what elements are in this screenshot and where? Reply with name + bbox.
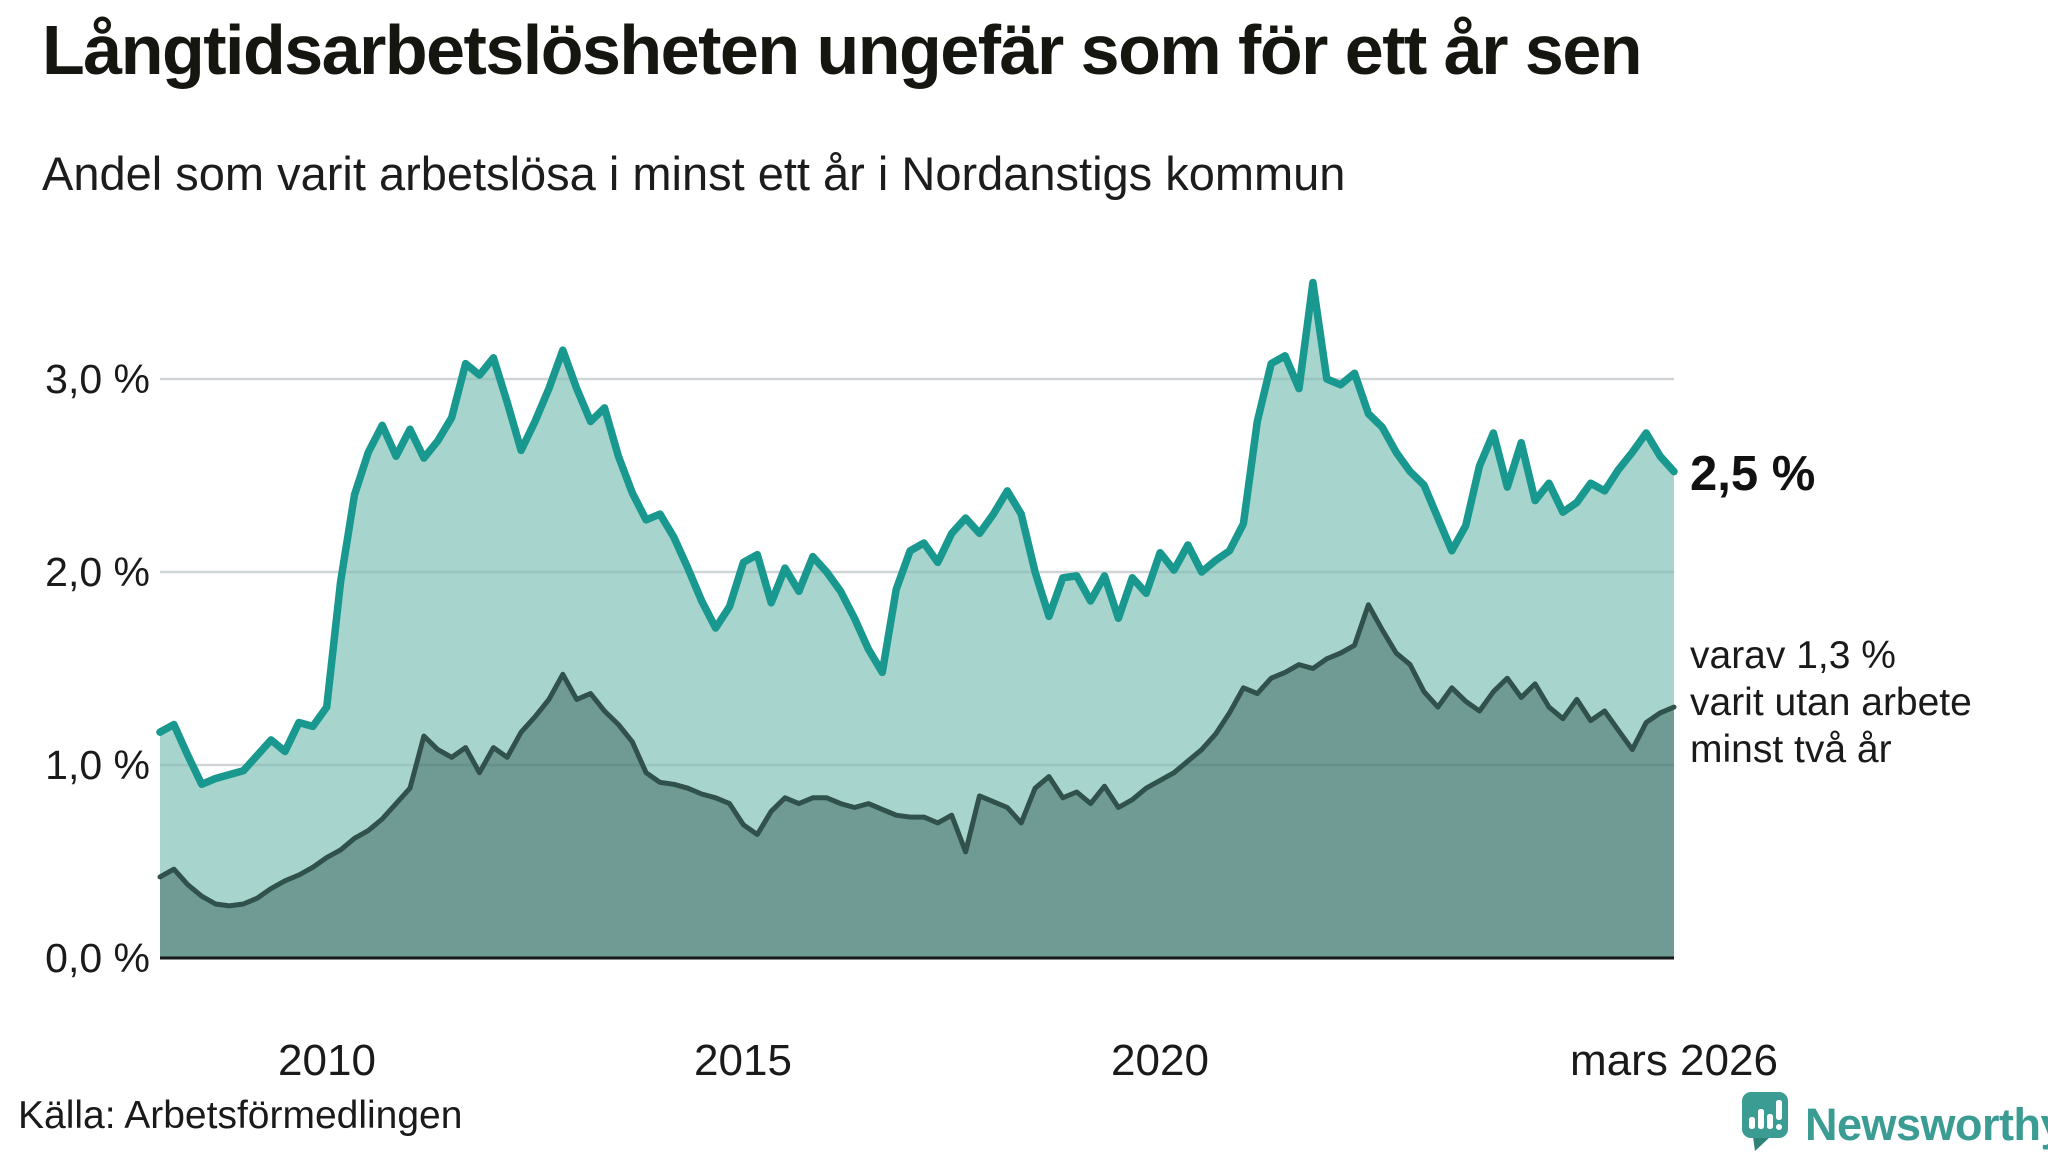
y-tick-1: 1,0 % bbox=[45, 742, 150, 788]
y-tick-3: 3,0 % bbox=[45, 356, 150, 402]
y-tick-2: 2,0 % bbox=[45, 549, 150, 595]
line-minst-tva-ar bbox=[157, 602, 1677, 909]
source-note: Källa: Arbetsförmedlingen bbox=[18, 1094, 463, 1137]
two-year-annotation-line-2: varit utan arbete bbox=[1690, 681, 1972, 725]
two-year-annotation: varav 1,3 % varit utan arbete minst två … bbox=[1690, 632, 1972, 773]
y-tick-0: 0,0 % bbox=[45, 935, 150, 981]
newsworthy-logo-text: Newsworthy bbox=[1805, 1099, 2048, 1150]
page-subtitle: Andel som varit arbetslösa i minst ett å… bbox=[42, 147, 1346, 200]
x-tick-2010: 2010 bbox=[278, 1036, 376, 1085]
two-year-annotation-line-3: minst två år bbox=[1690, 728, 1892, 772]
x-tick-2015: 2015 bbox=[694, 1036, 792, 1085]
page-title: Långtidsarbetslösheten ungefär som för e… bbox=[42, 11, 1643, 89]
x-tick-mars-2026: mars 2026 bbox=[1570, 1036, 1778, 1085]
latest-total-annotation: 2,5 % bbox=[1690, 446, 1816, 501]
area-minst-tva-ar bbox=[160, 604, 1674, 958]
two-year-annotation-line-1: varav 1,3 % bbox=[1690, 634, 1896, 678]
x-tick-2020: 2020 bbox=[1111, 1036, 1209, 1085]
newsworthy-logo: Newsworthy bbox=[1742, 1092, 2048, 1152]
line-minst-ett-ar bbox=[156, 278, 1678, 789]
newsworthy-bubble-chart-icon bbox=[1742, 1092, 1788, 1151]
